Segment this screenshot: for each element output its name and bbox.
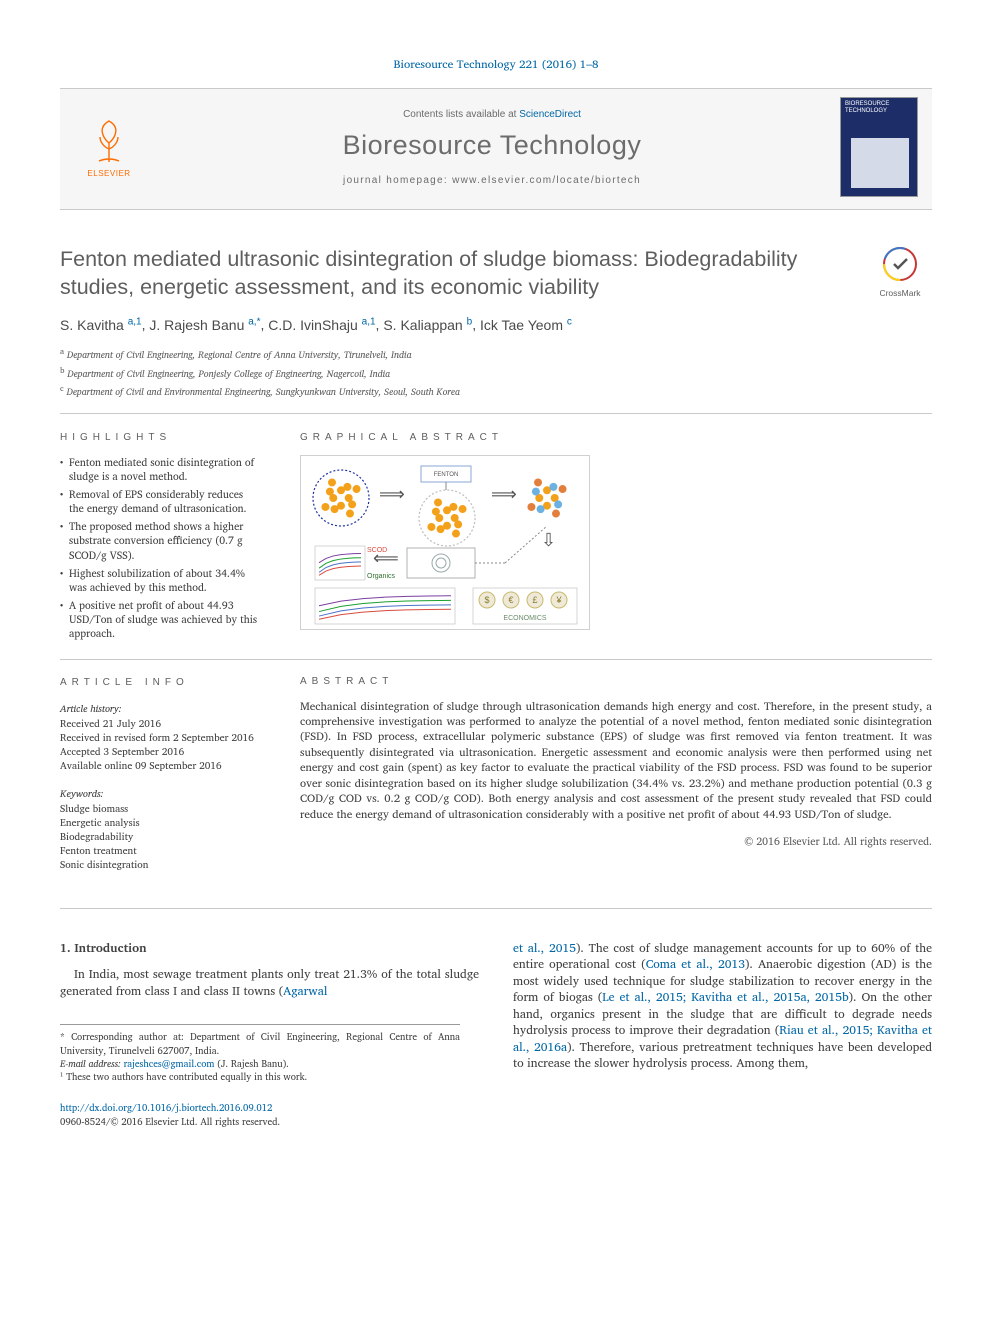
corresponding-author-note: * Corresponding author at: Department of… <box>60 1031 460 1058</box>
cover-title: BIORESOURCE TECHNOLOGY <box>841 98 917 118</box>
crossmark-label: CrossMark <box>868 288 932 298</box>
graphical-abstract-figure: FENTON⟹⟹⇩⟸SCODOrganicsECONOMICS$€£¥ <box>300 455 590 630</box>
abstract-text: Mechanical disintegration of sludge thro… <box>300 699 932 823</box>
keyword: Energetic analysis <box>60 816 260 830</box>
sciencedirect-link[interactable]: ScienceDirect <box>519 109 581 120</box>
page-footer: http://dx.doi.org/10.1016/j.biortech.201… <box>60 1102 932 1129</box>
elsevier-tree-icon <box>84 117 134 167</box>
body-columns: 1. Introduction In India, most sewage tr… <box>60 941 932 1085</box>
history-heading: Article history: <box>60 702 260 716</box>
authors-line: S. Kavitha a,1, J. Rajesh Banu a,*, C.D.… <box>60 315 932 335</box>
homepage-url[interactable]: www.elsevier.com/locate/biortech <box>452 175 641 186</box>
equal-contribution-note: ¹ These two authors have contributed equ… <box>60 1071 460 1084</box>
svg-text:⟹: ⟹ <box>379 478 405 508</box>
author: C.D. IvinShaju a,1 <box>268 317 375 333</box>
svg-text:¥: ¥ <box>555 595 562 605</box>
intro-paragraph: In India, most sewage treatment plants o… <box>60 967 479 1000</box>
affiliation: c Department of Civil and Environmental … <box>60 382 932 400</box>
issn-copyright: 0960-8524/© 2016 Elsevier Ltd. All right… <box>60 1115 280 1130</box>
crossmark-icon <box>882 246 918 282</box>
history-item: Available online 09 September 2016 <box>60 759 260 773</box>
svg-text:ECONOMICS: ECONOMICS <box>503 615 547 622</box>
keyword: Fenton treatment <box>60 844 260 858</box>
highlight-item: Removal of EPS considerably reduces the … <box>60 487 260 515</box>
intro-heading: 1. Introduction <box>60 941 479 958</box>
svg-text:FENTON: FENTON <box>434 472 459 478</box>
article-title: Fenton mediated ultrasonic disintegratio… <box>60 246 854 301</box>
svg-text:$: $ <box>484 595 489 605</box>
article-history: Article history: Received 21 July 2016 R… <box>60 702 260 773</box>
highlight-item: The proposed method shows a higher subst… <box>60 519 260 562</box>
affiliation: b Department of Civil Engineering, Ponje… <box>60 364 932 382</box>
article-info-label: ARTICLE INFO <box>60 676 260 690</box>
keywords-block: Keywords: Sludge biomass Energetic analy… <box>60 787 260 872</box>
highlights-list: Fenton mediated sonic disintegration of … <box>60 455 260 641</box>
affiliations: a Department of Civil Engineering, Regio… <box>60 345 932 413</box>
history-item: Received 21 July 2016 <box>60 717 260 731</box>
keyword: Sonic disintegration <box>60 858 260 872</box>
svg-text:⇩: ⇩ <box>541 524 556 554</box>
email-line: E-mail address: rajeshces@gmail.com (J. … <box>60 1058 460 1071</box>
crossmark-badge[interactable]: CrossMark <box>868 246 932 298</box>
contents-line: Contents lists available at ScienceDirec… <box>164 109 820 120</box>
abstract-copyright: © 2016 Elsevier Ltd. All rights reserved… <box>300 832 932 850</box>
svg-text:⟹: ⟹ <box>491 478 517 508</box>
journal-citation: Bioresource Technology 221 (2016) 1–8 <box>60 55 932 74</box>
svg-text:£: £ <box>532 595 537 605</box>
author: Ick Tae Yeom c <box>480 317 572 333</box>
citation-link[interactable]: Agarwal <box>283 982 327 1001</box>
abstract-label: ABSTRACT <box>300 676 932 687</box>
keyword: Biodegradability <box>60 830 260 844</box>
svg-text:€: € <box>508 595 513 605</box>
author: S. Kavitha a,1 <box>60 317 142 333</box>
highlight-item: Fenton mediated sonic disintegration of … <box>60 455 260 483</box>
history-item: Accepted 3 September 2016 <box>60 745 260 759</box>
keyword: Sludge biomass <box>60 802 260 816</box>
publisher-label: ELSEVIER <box>87 169 130 178</box>
journal-cover-thumb: BIORESOURCE TECHNOLOGY <box>840 97 918 197</box>
contents-prefix: Contents lists available at <box>403 109 519 120</box>
journal-name: Bioresource Technology <box>164 130 820 161</box>
history-item: Received in revised form 2 September 201… <box>60 731 260 745</box>
footnotes: * Corresponding author at: Department of… <box>60 1024 460 1084</box>
masthead: ELSEVIER Contents lists available at Sci… <box>60 88 932 210</box>
highlights-label: HIGHLIGHTS <box>60 432 260 443</box>
intro-paragraph-cont: et al., 2015). The cost of sludge manage… <box>513 941 932 1073</box>
author: J. Rajesh Banu a,* <box>149 317 260 333</box>
elsevier-logo: ELSEVIER <box>74 117 144 178</box>
highlight-item: A positive net profit of about 44.93 USD… <box>60 598 260 641</box>
graphical-abstract-label: GRAPHICAL ABSTRACT <box>300 432 932 443</box>
affiliation: a Department of Civil Engineering, Regio… <box>60 345 932 363</box>
keywords-heading: Keywords: <box>60 787 260 801</box>
svg-text:Organics: Organics <box>367 573 396 580</box>
svg-text:SCOD: SCOD <box>367 547 387 554</box>
homepage-line: journal homepage: www.elsevier.com/locat… <box>164 175 820 186</box>
highlight-item: Highest solubilization of about 34.4% wa… <box>60 566 260 594</box>
author: S. Kaliappan b <box>383 317 472 333</box>
